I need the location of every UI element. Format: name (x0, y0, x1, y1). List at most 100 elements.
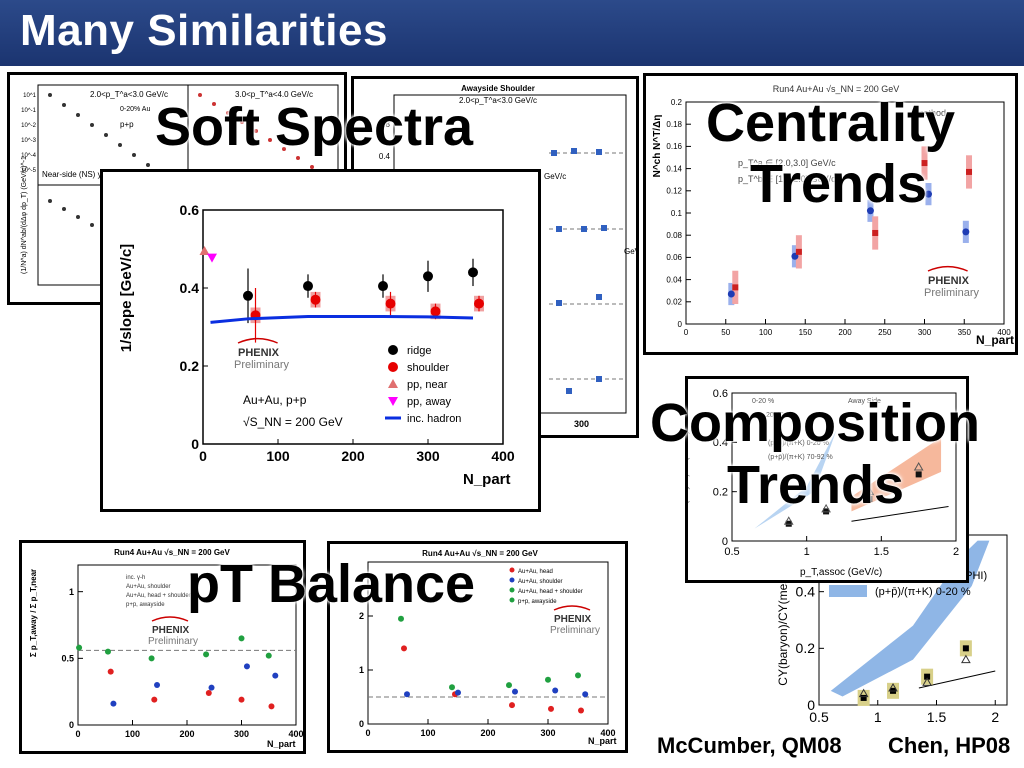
y-tick-label: 0.16 (666, 142, 682, 151)
spectra-point (90, 123, 94, 127)
reference-line (918, 670, 996, 689)
series-green-point (398, 615, 404, 622)
series-green-point (148, 655, 155, 662)
x-tick-label: 0 (684, 328, 689, 337)
phenix-swoosh (927, 265, 968, 272)
legend-marker (509, 597, 515, 603)
y-tick-label: 0.2 (180, 358, 200, 374)
legend-label: pp, near (407, 379, 448, 391)
legend-label: shoulder (407, 362, 450, 374)
awayside-point (601, 225, 607, 231)
legend-label: inc. hadron (407, 413, 461, 425)
credit-chen: Chen, HP08 (888, 733, 1011, 758)
series-red-point (238, 696, 245, 703)
phenix-logo-text: PHENIX (238, 347, 280, 359)
awayside-tick: 0.8 (379, 120, 391, 129)
y-tick-label: 0.1 (671, 209, 683, 218)
y-tick-label: 0.18 (666, 120, 682, 129)
awayside-label: GeV/c (624, 247, 636, 256)
x-tick-label: 1 (804, 546, 810, 558)
y-tick-label: 0 (69, 720, 74, 730)
legend-label: Away Side (848, 398, 881, 405)
x-tick-label: 400 (600, 728, 615, 738)
series-blue-point (582, 691, 589, 698)
spectra-point (226, 111, 230, 115)
legend-marker (388, 379, 398, 388)
awayside-point (556, 300, 562, 306)
x-axis-label: N_part (588, 736, 617, 746)
ridge-point (423, 271, 433, 282)
awayside-point (551, 150, 557, 156)
series-point (783, 516, 794, 525)
blue-point (924, 190, 932, 198)
x-tick-label: 0 (199, 448, 207, 464)
legend-label: method (916, 108, 946, 118)
ridge-point (243, 290, 253, 301)
legend-marker (388, 345, 398, 355)
awayside-tick: 300 (574, 419, 589, 429)
y-tick-label: 0.4 (796, 584, 816, 600)
awayside-point (566, 388, 572, 394)
shoulder-point (430, 306, 441, 317)
pp-away-point (207, 253, 217, 263)
series-blue-point (208, 684, 215, 691)
spectra-point (282, 147, 286, 151)
y-tick-label: 0 (359, 719, 364, 729)
series-point (922, 677, 932, 686)
shoulder-point (474, 298, 484, 309)
spectra-tick: 10^1 (23, 93, 36, 99)
x-tick-label: 100 (266, 448, 290, 464)
awayside-point (596, 149, 602, 155)
spectra-point (104, 133, 108, 137)
pt-balance-panel-1: 0 100 200 300 400 0 0.5 1 Run4 Au+Au √s_NN = 200… (19, 540, 306, 754)
series-point (913, 461, 924, 471)
x-axis-label: N_part (976, 333, 1014, 347)
red-point (872, 229, 879, 236)
y-tick-label: 0.02 (666, 298, 682, 307)
series-red-point (401, 645, 407, 652)
annotation-energy: √S_NN = 200 GeV (243, 415, 343, 429)
legend-label: Au+Au, head + shoulder (126, 593, 191, 599)
phenix-swoosh (553, 605, 591, 611)
spectra-point (212, 102, 216, 106)
pt-balance-plot-2: 0 100 200 300 400 0 1 2 Run4 Au+Au √s_NN = 200 G… (359, 549, 617, 746)
legend-label: (p+p̄)/(π+K) 70-92 % (768, 454, 833, 461)
x-tick-label: 1.5 (927, 709, 947, 725)
preliminary-text: Preliminary (148, 636, 198, 647)
spectra-label: p+p (120, 120, 134, 129)
x-axis-label: N_part (463, 471, 511, 488)
legend-label: 20-40 % (766, 412, 792, 419)
red-point (732, 284, 739, 291)
chart-title: Run4 Au+Au √s_NN = 200 GeV (773, 84, 900, 94)
y-axis-label: 1/slope [GeV/c] (118, 244, 135, 352)
x-tick-label: 300 (416, 448, 440, 464)
preliminary-text: Preliminary (550, 625, 600, 636)
legend-label: Au+Au, head (518, 569, 553, 575)
legend-label: (p+p̄)/(π+K) 0-20 % (875, 586, 971, 598)
phenix-swoosh (151, 616, 189, 622)
spectra-point (254, 129, 258, 133)
series-blue-point (272, 672, 279, 679)
y-tick-label: 0.2 (671, 98, 683, 107)
series-red-point (509, 702, 515, 709)
pt-balance-plot-1: 0 100 200 300 400 0 0.5 1 Run4 Au+Au √s_NN = 200… (29, 548, 303, 749)
spectra-tick: 10^-2 (21, 123, 36, 129)
series-blue-point (243, 663, 250, 670)
preliminary-text: Preliminary (924, 287, 980, 299)
series-point (785, 520, 792, 527)
awayside-point (581, 226, 587, 232)
awayside-label: GeV/c (544, 172, 566, 181)
x-tick-label: 200 (838, 328, 852, 337)
x-tick-label: 0.5 (724, 546, 739, 558)
slide-title: Many Similarities (20, 6, 388, 55)
legend-marker (388, 362, 398, 372)
x-tick-label: 100 (759, 328, 773, 337)
spectra-point (146, 163, 150, 167)
awayside-tick: 0.4 (379, 152, 391, 161)
series-blue-point (455, 689, 461, 696)
series-green-point (104, 648, 111, 655)
blue-point (866, 207, 874, 215)
inc-hadron-line (210, 314, 474, 324)
spectra-tick: 10^-3 (21, 138, 36, 144)
spectra-point (76, 215, 80, 219)
